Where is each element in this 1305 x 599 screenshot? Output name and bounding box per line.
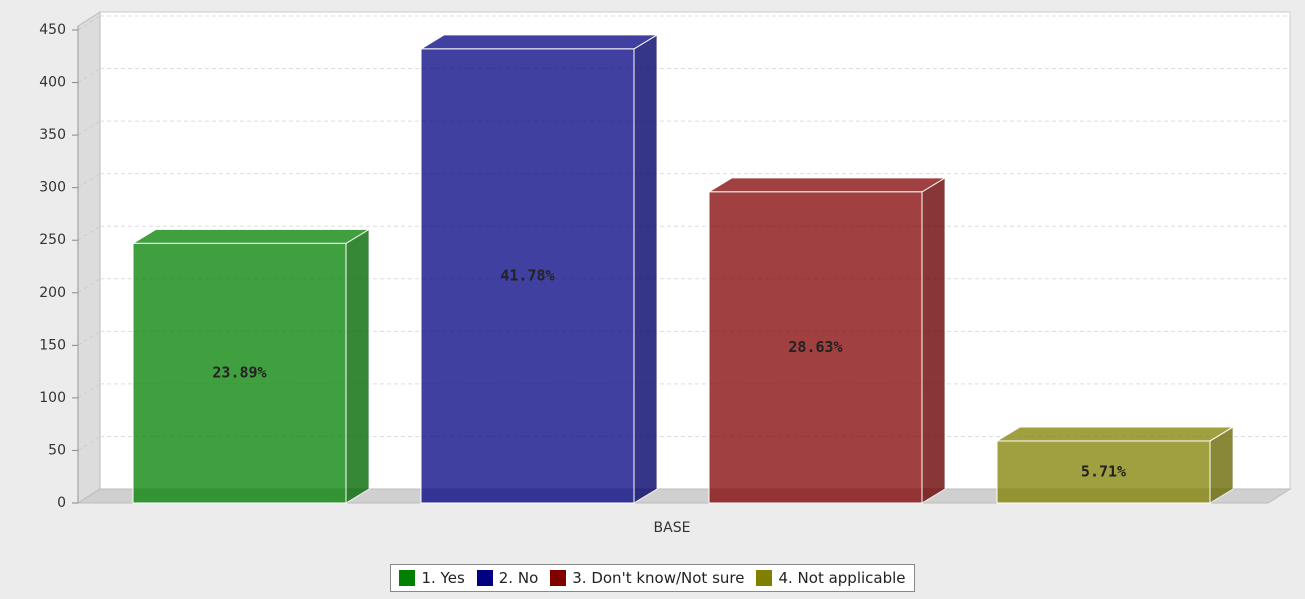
grid-line-side — [77, 15, 101, 31]
bar-label: 5.71% — [1081, 462, 1126, 480]
legend-item: 2. No — [476, 569, 539, 587]
y-tick-label: 250 — [39, 232, 66, 248]
grid-line-side — [77, 383, 101, 399]
bar — [132, 242, 347, 504]
y-tick-label: 50 — [48, 442, 66, 458]
bar-top — [131, 228, 371, 244]
grid-line-side — [77, 225, 101, 241]
legend-label: 2. No — [498, 569, 539, 587]
bar-group — [419, 34, 659, 504]
legend-item: 4. Not applicable — [756, 569, 906, 587]
bar-label: 28.63% — [788, 338, 842, 356]
y-tick-label: 0 — [57, 495, 66, 511]
legend-swatch — [550, 570, 567, 586]
legend-swatch — [756, 570, 773, 586]
legend-box: 1. Yes 2. No 3. Don't know/Not sure 4. Not … — [390, 564, 915, 592]
bar-side-shade — [634, 34, 657, 504]
y-tick-label: 450 — [39, 22, 66, 38]
y-tick-label: 150 — [39, 337, 66, 353]
left-wall — [77, 11, 101, 504]
grid-line-side — [77, 278, 101, 294]
x-tick-label: BASE — [654, 520, 691, 536]
legend: 1. Yes 2. No 3. Don't know/Not sure 4. Not … — [0, 564, 1305, 592]
y-tick-label: 200 — [39, 285, 66, 301]
bar-group — [131, 228, 371, 504]
y-tick-label: 300 — [39, 180, 66, 196]
grid-line-side — [77, 173, 101, 189]
bar-group — [995, 426, 1235, 504]
legend-item: 1. Yes — [399, 569, 465, 587]
grid-line-side — [77, 68, 101, 83]
chart-svg: 23.89% 41.78% 28.63% 5.71% 0 50 100 150 200 250 3… — [39, 11, 1292, 536]
bar-top — [707, 177, 947, 193]
bar-label: 23.89% — [212, 364, 266, 382]
bar-side-shade — [1210, 426, 1233, 503]
legend-swatch — [399, 570, 416, 586]
bar-top — [419, 34, 659, 50]
legend-swatch — [476, 570, 493, 586]
bar-label: 41.78% — [500, 266, 554, 284]
bar-group — [707, 176, 947, 504]
grid-line-side — [77, 330, 101, 346]
legend-label: 4. Not applicable — [778, 569, 906, 587]
y-tick-label: 400 — [39, 75, 66, 91]
legend-item: 3. Don't know/Not sure — [550, 569, 744, 587]
bar — [996, 440, 1211, 504]
bar-side-shade — [346, 229, 369, 503]
legend-label: 3. Don't know/Not sure — [572, 569, 745, 587]
y-tick-label: 350 — [39, 127, 66, 143]
y-tick-label: 100 — [39, 390, 66, 406]
bar-side-shade — [922, 177, 945, 504]
grid-line-side — [77, 120, 101, 136]
bar — [708, 191, 923, 504]
bar — [420, 48, 635, 504]
bar-top — [995, 426, 1235, 442]
bars: 23.89% 41.78% 28.63% 5.71% — [131, 34, 1235, 504]
grid-line-side — [77, 436, 101, 451]
legend-label: 1. Yes — [421, 569, 465, 587]
